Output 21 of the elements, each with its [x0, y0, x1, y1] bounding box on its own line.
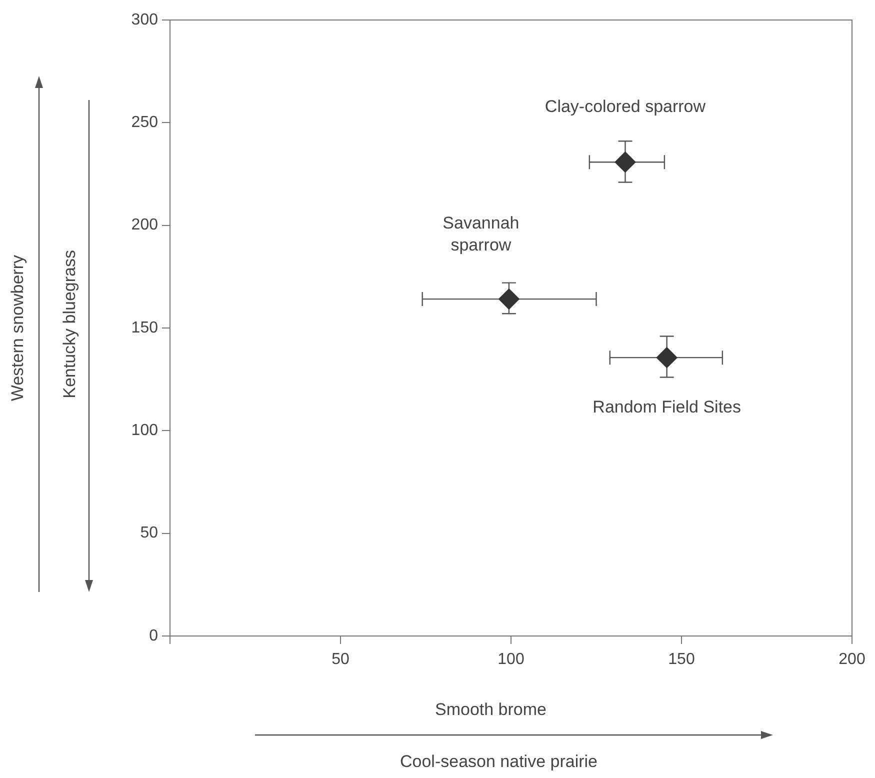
y-tick-label: 50: [140, 524, 158, 542]
annotation: Clay-colored sparrow: [544, 96, 706, 116]
point: [656, 347, 678, 368]
annotation: Random Field Sites: [592, 397, 742, 416]
y-tick-label: 250: [131, 114, 158, 132]
text: Western snowberry: [8, 255, 28, 402]
y-tick-label: 200: [131, 216, 158, 234]
x-tick-label: 200: [838, 651, 866, 668]
y-tick-label: 300: [131, 11, 158, 28]
text: Cool-season native prairie: [400, 752, 598, 772]
y-tick-label: 0: [149, 627, 158, 644]
point: [498, 288, 520, 310]
x-tick-label: 150: [668, 651, 695, 668]
y-tick-label: 150: [131, 319, 158, 336]
x-axis-title: Smooth brome: [435, 700, 546, 720]
y-tick-label: 100: [131, 422, 158, 440]
annotation: Savannah sparrow: [442, 214, 520, 255]
point: [614, 152, 636, 173]
y-axis-title: Kentucky bluegrass: [60, 250, 80, 398]
x-tick-label: 100: [498, 651, 524, 668]
x-tick-label: 50: [332, 651, 350, 668]
